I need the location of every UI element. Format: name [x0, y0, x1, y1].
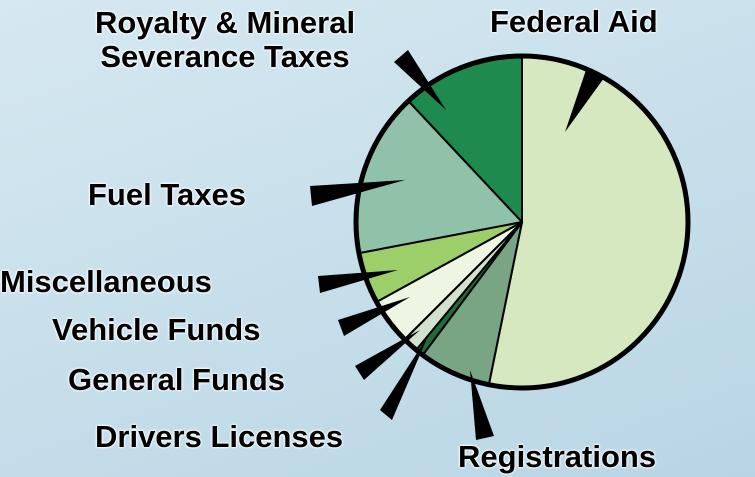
slice-label: Miscellaneous — [0, 265, 212, 299]
slice-label: Vehicle Funds — [52, 313, 260, 347]
slice-label: General Funds — [68, 363, 285, 397]
slice-label: Fuel Taxes — [88, 178, 246, 212]
slice-label: Federal Aid — [490, 5, 658, 39]
slice-label: Registrations — [458, 440, 656, 474]
slice-label: Royalty & Mineral Severance Taxes — [45, 6, 405, 74]
slice-label: Drivers Licenses — [95, 420, 343, 454]
chart: Federal Aid Registrations Drivers Licens… — [0, 0, 755, 477]
